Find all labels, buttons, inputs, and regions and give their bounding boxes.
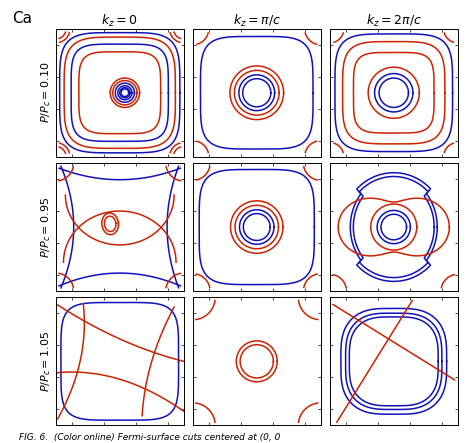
Text: FIG. 6.  (Color online) Fermi-surface cuts centered at (0, 0: FIG. 6. (Color online) Fermi-surface cut… <box>19 433 280 442</box>
Title: $k_z = \pi/c$: $k_z = \pi/c$ <box>233 13 281 29</box>
Title: $k_z = 0$: $k_z = 0$ <box>101 13 138 29</box>
Text: Ca: Ca <box>12 11 32 26</box>
Y-axis label: $P/P_c = 0.95$: $P/P_c = 0.95$ <box>39 197 53 257</box>
Title: $k_z = 2\pi/c$: $k_z = 2\pi/c$ <box>366 13 422 29</box>
Y-axis label: $P/P_c = 0.10$: $P/P_c = 0.10$ <box>39 62 53 124</box>
Y-axis label: $P/P_c = 1.05$: $P/P_c = 1.05$ <box>39 331 53 392</box>
